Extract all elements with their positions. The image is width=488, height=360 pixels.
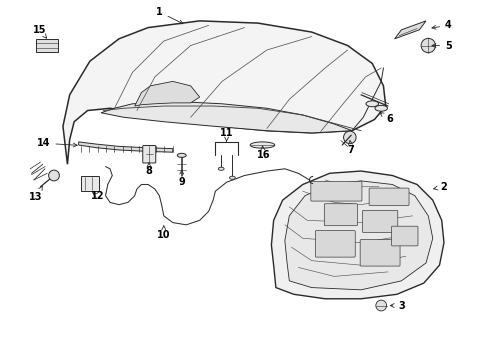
Ellipse shape bbox=[365, 101, 378, 107]
Text: 2: 2 bbox=[433, 182, 447, 192]
FancyBboxPatch shape bbox=[360, 240, 399, 266]
Text: 16: 16 bbox=[256, 146, 269, 160]
FancyBboxPatch shape bbox=[142, 145, 155, 163]
Text: 10: 10 bbox=[157, 226, 170, 240]
Ellipse shape bbox=[249, 142, 274, 148]
Polygon shape bbox=[394, 21, 425, 39]
Ellipse shape bbox=[229, 176, 235, 179]
Text: 12: 12 bbox=[91, 191, 104, 201]
Polygon shape bbox=[271, 171, 443, 299]
FancyBboxPatch shape bbox=[315, 231, 354, 257]
FancyBboxPatch shape bbox=[368, 188, 408, 206]
FancyBboxPatch shape bbox=[362, 211, 397, 233]
Text: 14: 14 bbox=[37, 138, 77, 148]
Circle shape bbox=[420, 39, 435, 53]
Ellipse shape bbox=[218, 167, 224, 170]
Text: 15: 15 bbox=[32, 25, 46, 38]
Circle shape bbox=[48, 170, 59, 181]
Text: 4: 4 bbox=[431, 21, 451, 30]
Circle shape bbox=[375, 300, 386, 311]
Ellipse shape bbox=[177, 153, 186, 157]
Polygon shape bbox=[285, 181, 432, 290]
FancyBboxPatch shape bbox=[391, 226, 417, 246]
Text: 1: 1 bbox=[156, 7, 183, 24]
Text: 7: 7 bbox=[347, 140, 354, 154]
Ellipse shape bbox=[374, 105, 386, 111]
FancyBboxPatch shape bbox=[324, 204, 357, 226]
FancyBboxPatch shape bbox=[310, 181, 361, 201]
Text: 13: 13 bbox=[29, 186, 43, 202]
Polygon shape bbox=[101, 102, 351, 133]
Text: 6: 6 bbox=[379, 113, 393, 125]
Text: 3: 3 bbox=[389, 301, 404, 311]
Polygon shape bbox=[79, 142, 172, 152]
Text: 8: 8 bbox=[145, 163, 152, 176]
Text: 9: 9 bbox=[178, 170, 185, 187]
Polygon shape bbox=[36, 39, 59, 52]
Circle shape bbox=[343, 131, 355, 144]
Text: 11: 11 bbox=[220, 128, 233, 141]
Polygon shape bbox=[63, 21, 385, 164]
Text: 5: 5 bbox=[431, 41, 451, 50]
Polygon shape bbox=[134, 81, 199, 106]
Polygon shape bbox=[81, 176, 99, 191]
